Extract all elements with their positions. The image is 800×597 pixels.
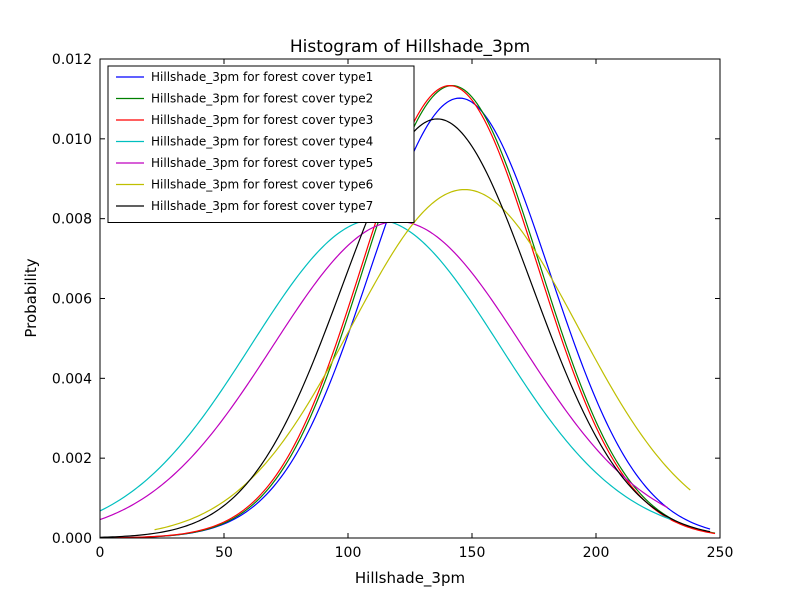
legend-box: [107, 65, 415, 223]
x-tick-label: 0: [96, 545, 105, 561]
y-tick-label: 0.006: [52, 292, 92, 308]
y-tick-label: 0.004: [52, 371, 92, 387]
y-tick-label: 0.008: [52, 212, 92, 228]
x-tick-label: 200: [583, 545, 610, 561]
y-tick-label: 0.002: [52, 451, 92, 467]
ticks-layer: 0 50 100 150 200 250 0.000 0.002 0.004 0.006 0.008…: [52, 52, 733, 561]
legend-label: Hillshade_3pm for forest cover type7: [151, 199, 373, 213]
x-tick-label: 150: [459, 545, 486, 561]
y-tick-label: 0.000: [52, 531, 92, 547]
legend-label: Hillshade_3pm for forest cover type2: [151, 92, 373, 106]
y-axis-title: Probability: [22, 258, 40, 337]
legend-label: Hillshade_3pm for forest cover type5: [151, 156, 373, 170]
series-line-type5: [99, 220, 669, 521]
x-tick-label: 50: [215, 545, 233, 561]
chart-title: Histogram of Hillshade_3pm: [290, 37, 530, 57]
y-tick-label: 0.012: [52, 52, 92, 68]
x-tick-label: 100: [335, 545, 362, 561]
legend-label: Hillshade_3pm for forest cover type3: [151, 113, 373, 127]
legend-label: Hillshade_3pm for forest cover type4: [151, 135, 373, 149]
x-tick-label: 250: [707, 545, 734, 561]
x-axis-title: Hillshade_3pm: [355, 569, 465, 588]
y-tick-label: 0.010: [52, 132, 92, 148]
series-line-type6: [154, 188, 691, 531]
legend-label: Hillshade_3pm for forest cover type6: [151, 178, 373, 192]
legend-label: Hillshade_3pm for forest cover type1: [151, 70, 373, 84]
legend: Hillshade_3pm for forest cover type1 Hill…: [107, 65, 415, 223]
